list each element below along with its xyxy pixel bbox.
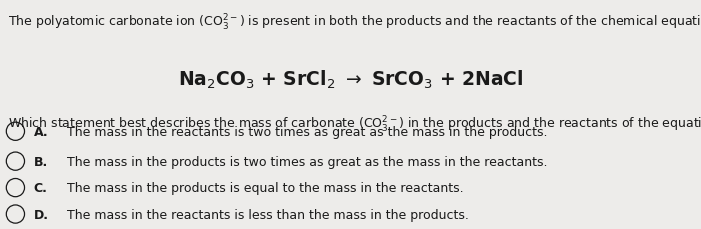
Text: The mass in the products is equal to the mass in the reactants.: The mass in the products is equal to the…: [67, 181, 463, 194]
Text: A.: A.: [34, 125, 48, 138]
Text: The mass in the reactants is two times as great as the mass in the products.: The mass in the reactants is two times a…: [67, 125, 547, 138]
Text: The polyatomic carbonate ion (CO$_3^{2-}$) is present in both the products and t: The polyatomic carbonate ion (CO$_3^{2-}…: [8, 13, 701, 33]
Text: Which statement best describes the mass of carbonate (CO$_3^{2-}$) in the produc: Which statement best describes the mass …: [8, 114, 701, 134]
Text: Na$_2$CO$_3$ + SrCl$_2$ $\rightarrow$ SrCO$_3$ + 2NaCl: Na$_2$CO$_3$ + SrCl$_2$ $\rightarrow$ Sr…: [178, 69, 523, 91]
Text: D.: D.: [34, 208, 48, 221]
Text: The mass in the reactants is less than the mass in the products.: The mass in the reactants is less than t…: [67, 208, 468, 221]
Text: C.: C.: [34, 181, 48, 194]
Text: B.: B.: [34, 155, 48, 168]
Text: The mass in the products is two times as great as the mass in the reactants.: The mass in the products is two times as…: [67, 155, 547, 168]
